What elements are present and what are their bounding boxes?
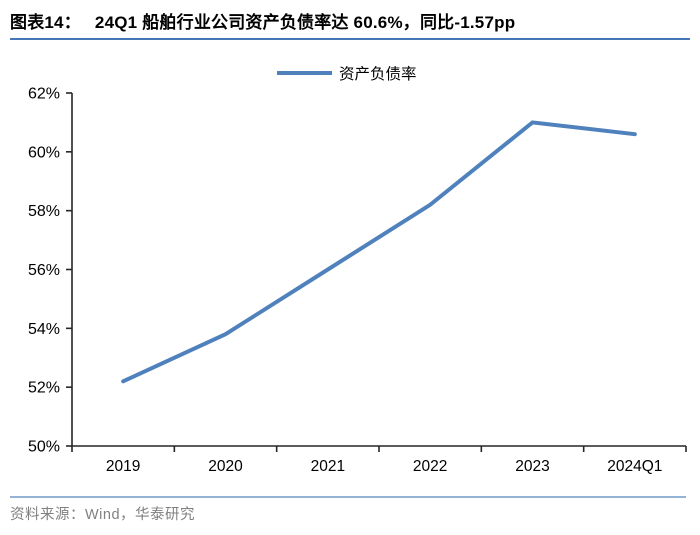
source-note: 资料来源：Wind，华泰研究: [10, 507, 196, 523]
chart-legend: 资产负债率: [277, 65, 417, 83]
title-underline: [10, 38, 690, 40]
legend-label: 资产负债率: [339, 65, 417, 83]
y-tick-label: 52%: [28, 380, 60, 397]
figure-title-text: 24Q1 船舶行业公司资产负债率达 60.6%，同比-1.57pp: [94, 13, 516, 32]
y-tick-label: 62%: [28, 86, 60, 103]
y-tick-label: 60%: [28, 144, 60, 161]
x-tick-label: 2020: [208, 458, 243, 475]
x-tick-label: 2023: [515, 458, 549, 475]
footer-divider: [10, 496, 686, 498]
line-chart: 资产负债率 62% 60% 58% 56% 54% 52% 50% 2019 2020 2021 2…: [28, 65, 687, 475]
y-tick-label: 56%: [28, 262, 60, 279]
figure-number-label: 图表14：: [10, 13, 81, 32]
x-tick-label: 2022: [413, 458, 447, 475]
y-tick-label: 50%: [28, 439, 60, 456]
axis-lines: [71, 93, 686, 447]
x-tick-label: 2021: [311, 458, 345, 475]
x-tick-label: 2024Q1: [607, 458, 662, 475]
y-tick-label: 54%: [28, 321, 60, 338]
x-tick-label: 2019: [106, 458, 140, 475]
series-line: [121, 120, 637, 384]
chart-title: 图表14： 24Q1 船舶行业公司资产负债率达 60.6%，同比-1.57pp: [10, 8, 690, 33]
y-tick-label: 58%: [28, 203, 60, 220]
plot-area: 62% 60% 58% 56% 54% 52% 50% 2019 2020 2021 2022 202…: [28, 86, 687, 475]
